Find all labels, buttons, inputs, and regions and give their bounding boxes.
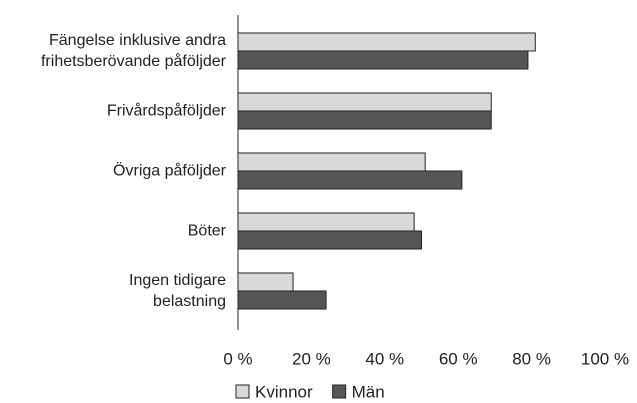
y-tick-label: Böter (187, 222, 226, 240)
y-tick-label: Övriga påföljder (113, 162, 226, 180)
bar (237, 110, 492, 130)
x-tick-label: 60 % (439, 349, 478, 368)
x-tick-label: 20 % (292, 349, 331, 368)
legend-label: Män (352, 382, 385, 401)
legend-swatch (332, 384, 347, 399)
bar (237, 272, 294, 292)
bar (237, 92, 492, 112)
bar (237, 290, 327, 310)
bar (237, 170, 463, 190)
x-tick-label: 0 % (223, 349, 252, 368)
bar (237, 50, 529, 70)
y-tick-label: Frivårdspåföljder (106, 102, 226, 120)
legend-label: Kvinnor (255, 382, 313, 401)
x-tick-label: 80 % (512, 349, 551, 368)
legend-swatch (235, 384, 250, 399)
bar (237, 32, 536, 52)
x-tick-label: 100 % (581, 349, 629, 368)
bar (237, 230, 422, 250)
bar (237, 212, 415, 232)
x-tick-label: 40 % (365, 349, 404, 368)
bar (237, 152, 426, 172)
y-tick-label: Fängelse inklusive andra frihetsberövand… (40, 32, 226, 70)
y-tick-label: Ingen tidigare belastning (129, 272, 226, 310)
